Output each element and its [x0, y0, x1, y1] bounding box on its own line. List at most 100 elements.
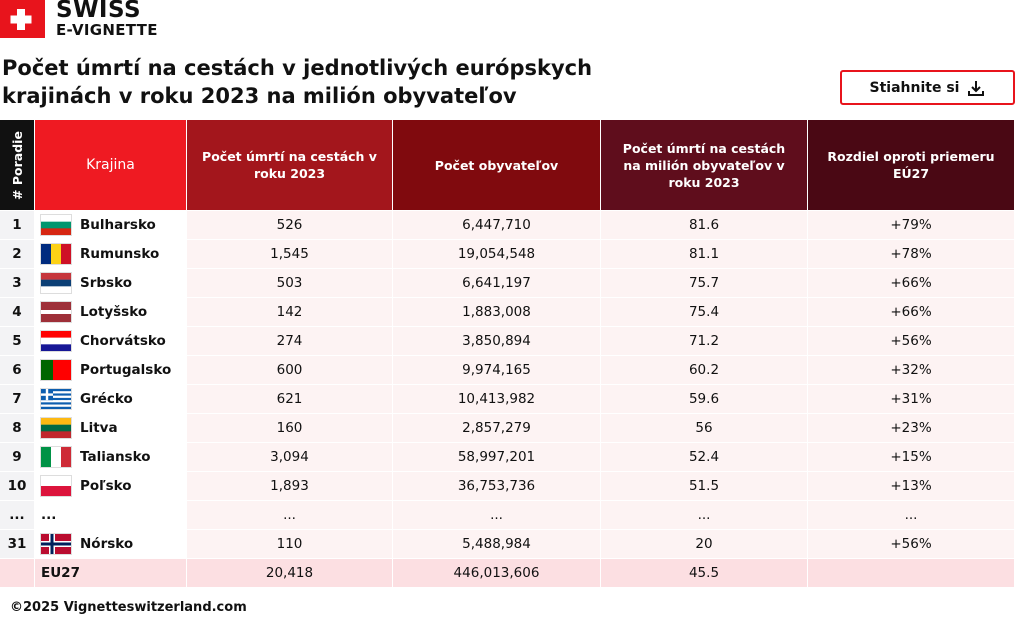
column-header: Počet obyvateľov: [393, 120, 600, 210]
data-cell: [808, 559, 1014, 587]
data-cell: ...: [808, 501, 1014, 529]
data-cell: 3,094: [187, 443, 392, 471]
column-header-text: Počet úmrtí na cestách v roku 2023: [202, 149, 377, 181]
title: Počet úmrtí na cestách v jednotlivých eu…: [2, 56, 593, 80]
logo-text: SWISS: [56, 0, 142, 23]
data-cell: 51.5: [601, 472, 807, 500]
column-header-text: # Poradie: [9, 130, 25, 200]
column-header: # Poradie: [0, 120, 34, 210]
flag-icon: [40, 214, 72, 236]
column-header: Rozdiel oproti priemeru EÚ27: [808, 120, 1014, 210]
rank-cell: ...: [0, 501, 34, 529]
column-header: Počet úmrtí na cestách v roku 2023: [187, 120, 392, 210]
data-cell: 20: [601, 530, 807, 558]
data-cell: 75.4: [601, 298, 807, 326]
data-cell: ...: [393, 501, 600, 529]
rank-cell: 2: [0, 240, 34, 268]
data-cell: 3,850,894: [393, 327, 600, 355]
data-cell: +31%: [808, 385, 1014, 413]
button-label: Stiahnite si: [869, 79, 960, 96]
data-cell: +23%: [808, 414, 1014, 442]
data-cell: 60.2: [601, 356, 807, 384]
rank-cell: 7: [0, 385, 34, 413]
rank-cell: [0, 559, 34, 587]
country-cell: EU27: [35, 559, 186, 587]
data-cell: 20,418: [187, 559, 392, 587]
column-header-text: Počet úmrtí na cestách na milión obyvate…: [622, 140, 786, 190]
data-cell: 446,013,606: [393, 559, 600, 587]
data-cell: 81.6: [601, 211, 807, 239]
flag-icon: [40, 330, 72, 352]
rank-cell: 6: [0, 356, 34, 384]
data-cell: +66%: [808, 298, 1014, 326]
data-cell: ...: [601, 501, 807, 529]
data-cell: 621: [187, 385, 392, 413]
data-cell: 1,883,008: [393, 298, 600, 326]
data-cell: +15%: [808, 443, 1014, 471]
logo-flag: [0, 0, 45, 38]
data-cell: +32%: [808, 356, 1014, 384]
download-icon: [968, 80, 985, 96]
data-cell: 10,413,982: [393, 385, 600, 413]
rank-cell: 10: [0, 472, 34, 500]
data-cell: 503: [187, 269, 392, 297]
data-cell: 1,545: [187, 240, 392, 268]
flag-icon: [40, 533, 72, 555]
data-cell: 19,054,548: [393, 240, 600, 268]
column-header: Počet úmrtí na cestách na milión obyvate…: [601, 120, 807, 210]
column-header-text: Krajina: [86, 156, 135, 173]
footer: ©2025 Vignetteswitzerland.com: [10, 600, 247, 615]
flag-icon: [40, 417, 72, 439]
rank-cell: 1: [0, 211, 34, 239]
data-cell: +78%: [808, 240, 1014, 268]
flag-icon: [40, 446, 72, 468]
data-cell: 58,997,201: [393, 443, 600, 471]
flag-icon: [40, 475, 72, 497]
data-cell: +66%: [808, 269, 1014, 297]
rank-cell: 9: [0, 443, 34, 471]
data-cell: ...: [187, 501, 392, 529]
title: krajinách v roku 2023 na milión obyvateľ…: [2, 84, 517, 108]
data-cell: 5,488,984: [393, 530, 600, 558]
data-cell: +13%: [808, 472, 1014, 500]
data-cell: 2,857,279: [393, 414, 600, 442]
data-cell: +56%: [808, 530, 1014, 558]
column-header-text: Počet obyvateľov: [434, 157, 559, 173]
country-cell: ...: [35, 501, 186, 529]
data-cell: 36,753,736: [393, 472, 600, 500]
download-button[interactable]: Stiahnite si: [840, 70, 1015, 105]
data-cell: 110: [187, 530, 392, 558]
data-cell: 600: [187, 356, 392, 384]
data-cell: 52.4: [601, 443, 807, 471]
data-cell: 75.7: [601, 269, 807, 297]
data-cell: 274: [187, 327, 392, 355]
rank-cell: 8: [0, 414, 34, 442]
data-cell: 45.5: [601, 559, 807, 587]
data-cell: +56%: [808, 327, 1014, 355]
logo-text: E-VIGNETTE: [56, 21, 158, 39]
data-cell: 59.6: [601, 385, 807, 413]
data-cell: 160: [187, 414, 392, 442]
data-cell: 56: [601, 414, 807, 442]
column-header: Krajina: [35, 120, 186, 210]
flag-icon: [40, 359, 72, 381]
flag-icon: [40, 388, 72, 410]
rank-cell: 3: [0, 269, 34, 297]
data-cell: 142: [187, 298, 392, 326]
rank-cell: 5: [0, 327, 34, 355]
column-header-text: Rozdiel oproti priemeru EÚ27: [827, 149, 995, 181]
data-cell: +79%: [808, 211, 1014, 239]
rank-cell: 31: [0, 530, 34, 558]
rank-cell: 4: [0, 298, 34, 326]
data-cell: 6,641,197: [393, 269, 600, 297]
flag-icon: [40, 301, 72, 323]
data-cell: 81.1: [601, 240, 807, 268]
flag-icon: [40, 272, 72, 294]
data-cell: 71.2: [601, 327, 807, 355]
data-cell: 1,893: [187, 472, 392, 500]
data-cell: 9,974,165: [393, 356, 600, 384]
data-cell: 526: [187, 211, 392, 239]
flag-icon: [40, 243, 72, 265]
data-cell: 6,447,710: [393, 211, 600, 239]
